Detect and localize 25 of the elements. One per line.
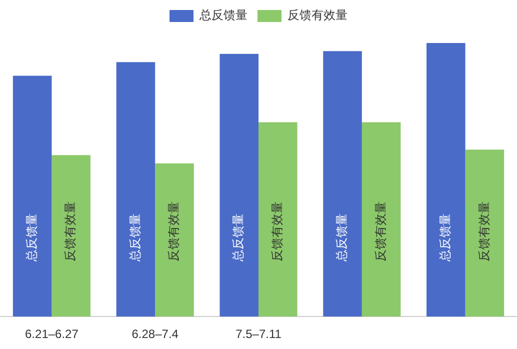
bar <box>465 150 504 317</box>
bar <box>426 42 466 317</box>
bar <box>220 54 258 317</box>
x-tick-label: 6.21–6.27 <box>25 327 79 342</box>
x-tick-label: 7.5–7.11 <box>236 327 282 342</box>
text: 总反馈量 <box>24 214 38 262</box>
legend-label: 反馈有效量 <box>288 8 348 22</box>
bar <box>116 62 156 317</box>
text: 总反馈量 <box>128 214 142 262</box>
text: 反馈有效量 <box>166 202 181 262</box>
bar <box>362 122 401 317</box>
bar <box>323 51 362 317</box>
bar <box>155 163 194 317</box>
text: 反馈有效量 <box>270 202 284 262</box>
bar <box>52 155 90 317</box>
text: 反馈有效量 <box>476 202 491 262</box>
bar <box>258 122 298 317</box>
text: 总反馈量 <box>438 214 452 262</box>
x-tick-label: 6.28–7.4 <box>132 327 179 342</box>
legend-label: 总反馈量 <box>198 8 248 22</box>
text: 总反馈量 <box>334 214 349 262</box>
text: 反馈有效量 <box>63 202 78 262</box>
text: 反馈有效量 <box>373 202 388 262</box>
bar <box>12 76 52 317</box>
text: 总反馈量 <box>231 214 246 262</box>
